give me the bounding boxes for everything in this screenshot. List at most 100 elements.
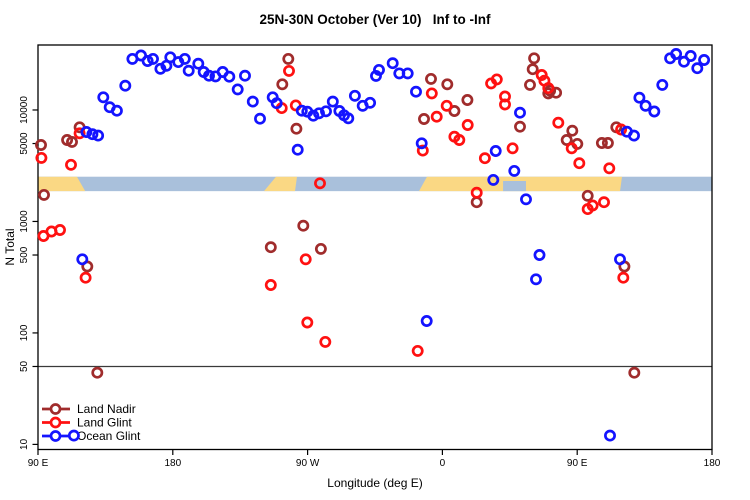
data-point (80, 126, 93, 138)
data-point (97, 91, 110, 104)
y-tick-label: 1000 (19, 210, 30, 233)
legend-marker-circle (49, 416, 62, 429)
data-point (528, 52, 541, 65)
data-point (66, 135, 78, 148)
series-ocean-glint (67, 48, 711, 442)
y-tick-label: 10000 (19, 96, 30, 124)
data-point (670, 48, 683, 60)
data-point (565, 142, 578, 155)
chart-title: 25N-30N October (Ver 10) Inf to -Inf (259, 12, 491, 27)
data-point (656, 78, 669, 91)
data-point (320, 105, 332, 118)
x-tick-label: 180 (704, 458, 721, 469)
data-point (499, 98, 511, 111)
data-point (79, 271, 92, 284)
data-point (276, 78, 289, 91)
data-point (67, 429, 80, 442)
data-point (573, 157, 586, 170)
data-point (615, 123, 628, 136)
legend-label: Ocean Glint (77, 429, 141, 443)
data-point (508, 164, 521, 177)
data-point (364, 96, 377, 109)
data-point (254, 112, 266, 125)
data-point (418, 113, 430, 125)
data-point (470, 186, 483, 199)
data-point (314, 242, 327, 255)
data-point (299, 253, 312, 266)
data-point (684, 50, 697, 62)
data-point (319, 335, 332, 348)
legend-marker-circle (49, 430, 62, 442)
data-point (698, 54, 711, 66)
legend-item-land-glint: Land Glint (42, 416, 132, 430)
data-point (290, 122, 303, 135)
data-point (526, 63, 539, 76)
data-point (370, 69, 382, 82)
data-point (192, 57, 205, 70)
data-point (470, 196, 483, 209)
data-point (614, 253, 626, 266)
data-point (420, 315, 433, 327)
data-point (478, 152, 491, 165)
data-point (348, 89, 361, 102)
data-point (461, 94, 474, 106)
y-tick-label: 500 (19, 246, 30, 263)
data-point (223, 70, 236, 83)
data-point (514, 106, 526, 119)
data-point (326, 95, 339, 108)
x-tick-label: 0 (440, 458, 446, 469)
data-point (35, 139, 47, 151)
data-point (386, 57, 399, 70)
data-point (342, 112, 355, 125)
y-tick-label: 10 (19, 438, 30, 450)
x-tick-label: 180 (164, 458, 181, 469)
data-point (633, 91, 646, 104)
plot-border (37, 44, 713, 451)
series-land-glint (35, 64, 630, 357)
data-points (35, 48, 711, 442)
data-point (313, 107, 325, 120)
data-point (76, 253, 89, 266)
data-point (552, 116, 565, 129)
y-tick-label: 5000 (19, 132, 30, 155)
data-point (604, 429, 616, 442)
legend-label: Land Nadir (77, 402, 136, 416)
data-point (678, 55, 690, 68)
data-point (246, 95, 259, 108)
data-point (264, 279, 277, 291)
data-point (440, 99, 453, 112)
x-tick-label: 90 E (567, 458, 588, 469)
data-point (35, 151, 48, 164)
data-point (54, 224, 66, 236)
data-point (416, 144, 429, 157)
data-point (598, 196, 610, 209)
legend-item-ocean-glint: Ocean Glint (42, 429, 141, 443)
axes: 90 E 180 90 W 0 90 E 180 10 50 100 500 1000 5000 100… (19, 44, 721, 469)
y-tick-label: 100 (19, 324, 30, 341)
data-point (691, 62, 704, 75)
data-point (147, 52, 159, 65)
data-point (410, 85, 422, 98)
data-point (425, 72, 437, 85)
data-point (581, 189, 594, 202)
data-point (301, 316, 314, 329)
map-land-east-asia (38, 176, 86, 192)
data-point (489, 145, 502, 157)
data-point (425, 87, 438, 100)
data-point (415, 137, 428, 150)
data-point (514, 120, 526, 133)
data-point (182, 64, 195, 77)
data-point (535, 69, 548, 81)
data-point (490, 73, 503, 86)
data-point (110, 104, 123, 117)
data-point (628, 129, 640, 142)
data-point (295, 104, 308, 117)
data-point (282, 52, 295, 65)
x-axis-title: Longitude (deg E) (327, 476, 422, 490)
data-point (141, 55, 154, 67)
data-point (178, 52, 191, 65)
data-point (65, 158, 77, 171)
x-tick-label: 90 W (296, 458, 320, 469)
